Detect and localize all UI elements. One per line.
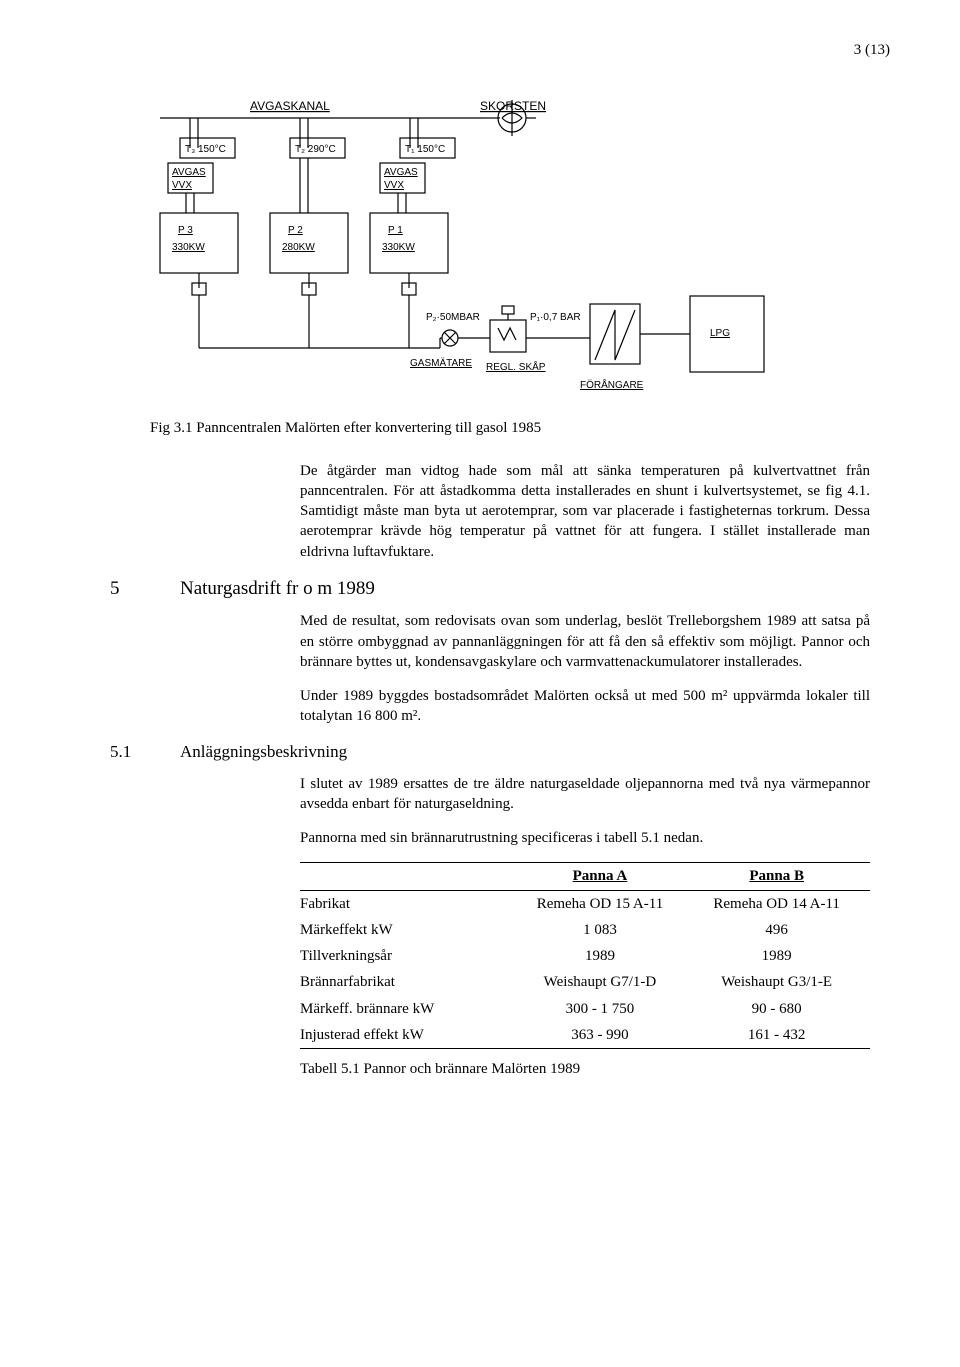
- label-kw330b: 330KW: [382, 242, 415, 253]
- label-p2-50mbar: P₂·50MBAR: [426, 312, 480, 323]
- label-p1: P 1: [388, 225, 403, 236]
- section-5-1-number: 5.1: [110, 741, 180, 764]
- label-p3: P 3: [178, 225, 193, 236]
- spec-table: Panna A Panna B FabrikatRemeha OD 15 A-1…: [300, 862, 870, 1049]
- table-row-label: Märkeff. brännare kW: [300, 996, 517, 1022]
- label-avgaskanal: AVGASKANAL: [250, 99, 330, 113]
- section-5-title-a: Naturgasdrift fr o m: [180, 578, 332, 599]
- table-cell-b: Remeha OD 14 A-11: [693, 890, 870, 917]
- section-5-1-heading: 5.1 Anläggningsbeskrivning: [110, 741, 890, 764]
- table-cell-a: Weishaupt G7/1-D: [517, 969, 694, 995]
- label-forangare: FÖRÅNGARE: [580, 378, 644, 391]
- schematic-diagram: AVGASKANAL SKORSTEN T₃ 150°C AVGAS VVX P…: [150, 88, 890, 408]
- figure-caption: Fig 3.1 Panncentralen Malörten efter kon…: [150, 418, 890, 438]
- label-kw280: 280KW: [282, 242, 315, 253]
- label-vvx1: VVX: [172, 180, 192, 191]
- page-number: 3 (13): [110, 40, 890, 60]
- table-row: Märkeffekt kW1 083496: [300, 917, 870, 943]
- section-5-para2: Under 1989 byggdes bostadsområdet Malört…: [300, 686, 870, 727]
- label-gasmatare: GASMÄTARE: [410, 357, 472, 369]
- table-header-b: Panna B: [693, 863, 870, 890]
- table-row-label: Fabrikat: [300, 890, 517, 917]
- table-cell-a: 1 083: [517, 917, 694, 943]
- table-row-label: Brännarfabrikat: [300, 969, 517, 995]
- label-regl-skap: REGL. SKÅP: [486, 360, 546, 373]
- table-caption: Tabell 5.1 Pannor och brännare Malörten …: [300, 1059, 870, 1079]
- label-t1: T₁ 150°C: [405, 144, 445, 155]
- table-cell-a: 363 - 990: [517, 1022, 694, 1049]
- section-5-title: Naturgasdrift fr o m 1989: [180, 576, 375, 602]
- table-cell-b: 161 - 432: [693, 1022, 870, 1049]
- table-cell-b: Weishaupt G3/1-E: [693, 969, 870, 995]
- table-row-label: Tillverkningsår: [300, 943, 517, 969]
- label-kw330: 330KW: [172, 242, 205, 253]
- table-cell-a: 300 - 1 750: [517, 996, 694, 1022]
- table-row: FabrikatRemeha OD 15 A-11Remeha OD 14 A-…: [300, 890, 870, 917]
- label-p2: P 2: [288, 225, 303, 236]
- table-header-a: Panna A: [517, 863, 694, 890]
- section-5-1-para2: Pannorna med sin brännarutrustning speci…: [300, 828, 870, 848]
- label-vvx2: VVX: [384, 180, 404, 191]
- label-t3: T₃ 150°C: [185, 144, 226, 155]
- table-row-label: Injusterad effekt kW: [300, 1022, 517, 1049]
- intro-paragraph: De åtgärder man vidtog hade som mål att …: [300, 461, 870, 562]
- section-5-title-b: 1989: [337, 578, 375, 599]
- table-cell-b: 496: [693, 917, 870, 943]
- table-cell-a: 1989: [517, 943, 694, 969]
- label-avgas1: AVGAS: [172, 167, 206, 178]
- table-row: Injusterad effekt kW363 - 990161 - 432: [300, 1022, 870, 1049]
- section-5-1-title: Anläggningsbeskrivning: [180, 741, 347, 764]
- table-row-label: Märkeffekt kW: [300, 917, 517, 943]
- table-row: BrännarfabrikatWeishaupt G7/1-DWeishaupt…: [300, 969, 870, 995]
- section-5-number: 5: [110, 576, 180, 602]
- label-avgas2: AVGAS: [384, 167, 418, 178]
- section-5-1-para1: I slutet av 1989 ersattes de tre äldre n…: [300, 774, 870, 815]
- label-lpg: LPG: [710, 328, 730, 339]
- table-cell-b: 1989: [693, 943, 870, 969]
- table-row: Märkeff. brännare kW300 - 1 75090 - 680: [300, 996, 870, 1022]
- table-cell-b: 90 - 680: [693, 996, 870, 1022]
- section-5-para1: Med de resultat, som redovisats ovan som…: [300, 611, 870, 672]
- table-row: Tillverkningsår19891989: [300, 943, 870, 969]
- label-t2: T₂ 290°C: [295, 144, 336, 155]
- label-skorsten: SKORSTEN: [480, 99, 546, 113]
- section-5-heading: 5 Naturgasdrift fr o m 1989: [110, 576, 890, 602]
- table-cell-a: Remeha OD 15 A-11: [517, 890, 694, 917]
- label-p1-07bar: P₁·0,7 BAR: [530, 312, 581, 323]
